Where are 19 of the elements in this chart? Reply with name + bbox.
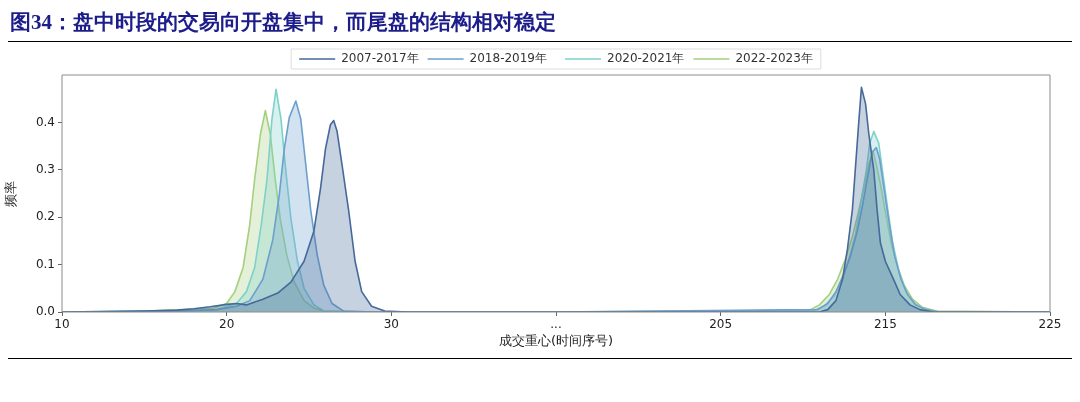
x-tick-label: 30 xyxy=(383,317,399,332)
legend-label: 2018-2019年 xyxy=(469,51,548,66)
y-tick-label: 0.2 xyxy=(35,209,55,224)
x-tick-label: 20 xyxy=(219,317,235,332)
x-tick-label: ... xyxy=(550,317,562,332)
chart-title: 图34：盘中时段的交易向开盘集中，而尾盘的结构相对稳定 xyxy=(10,9,556,35)
x-axis-title: 成交重心(时间序号) xyxy=(498,333,614,349)
y-tick-label: 0.1 xyxy=(35,256,55,271)
x-tick-label: 205 xyxy=(709,317,733,332)
x-tick-label: 225 xyxy=(1038,317,1062,332)
legend-label: 2022-2023年 xyxy=(735,51,813,66)
y-tick-label: 0.3 xyxy=(35,161,55,176)
x-tick-label: 215 xyxy=(873,317,897,332)
y-axis-title: 频率 xyxy=(3,180,19,207)
legend-label: 2020-2021年 xyxy=(607,51,685,66)
x-tick-label: 10 xyxy=(54,317,70,332)
y-tick-label: 0.4 xyxy=(35,114,55,129)
legend-label: 2007-2017年 xyxy=(341,51,419,66)
y-tick-label: 0.0 xyxy=(35,304,55,319)
